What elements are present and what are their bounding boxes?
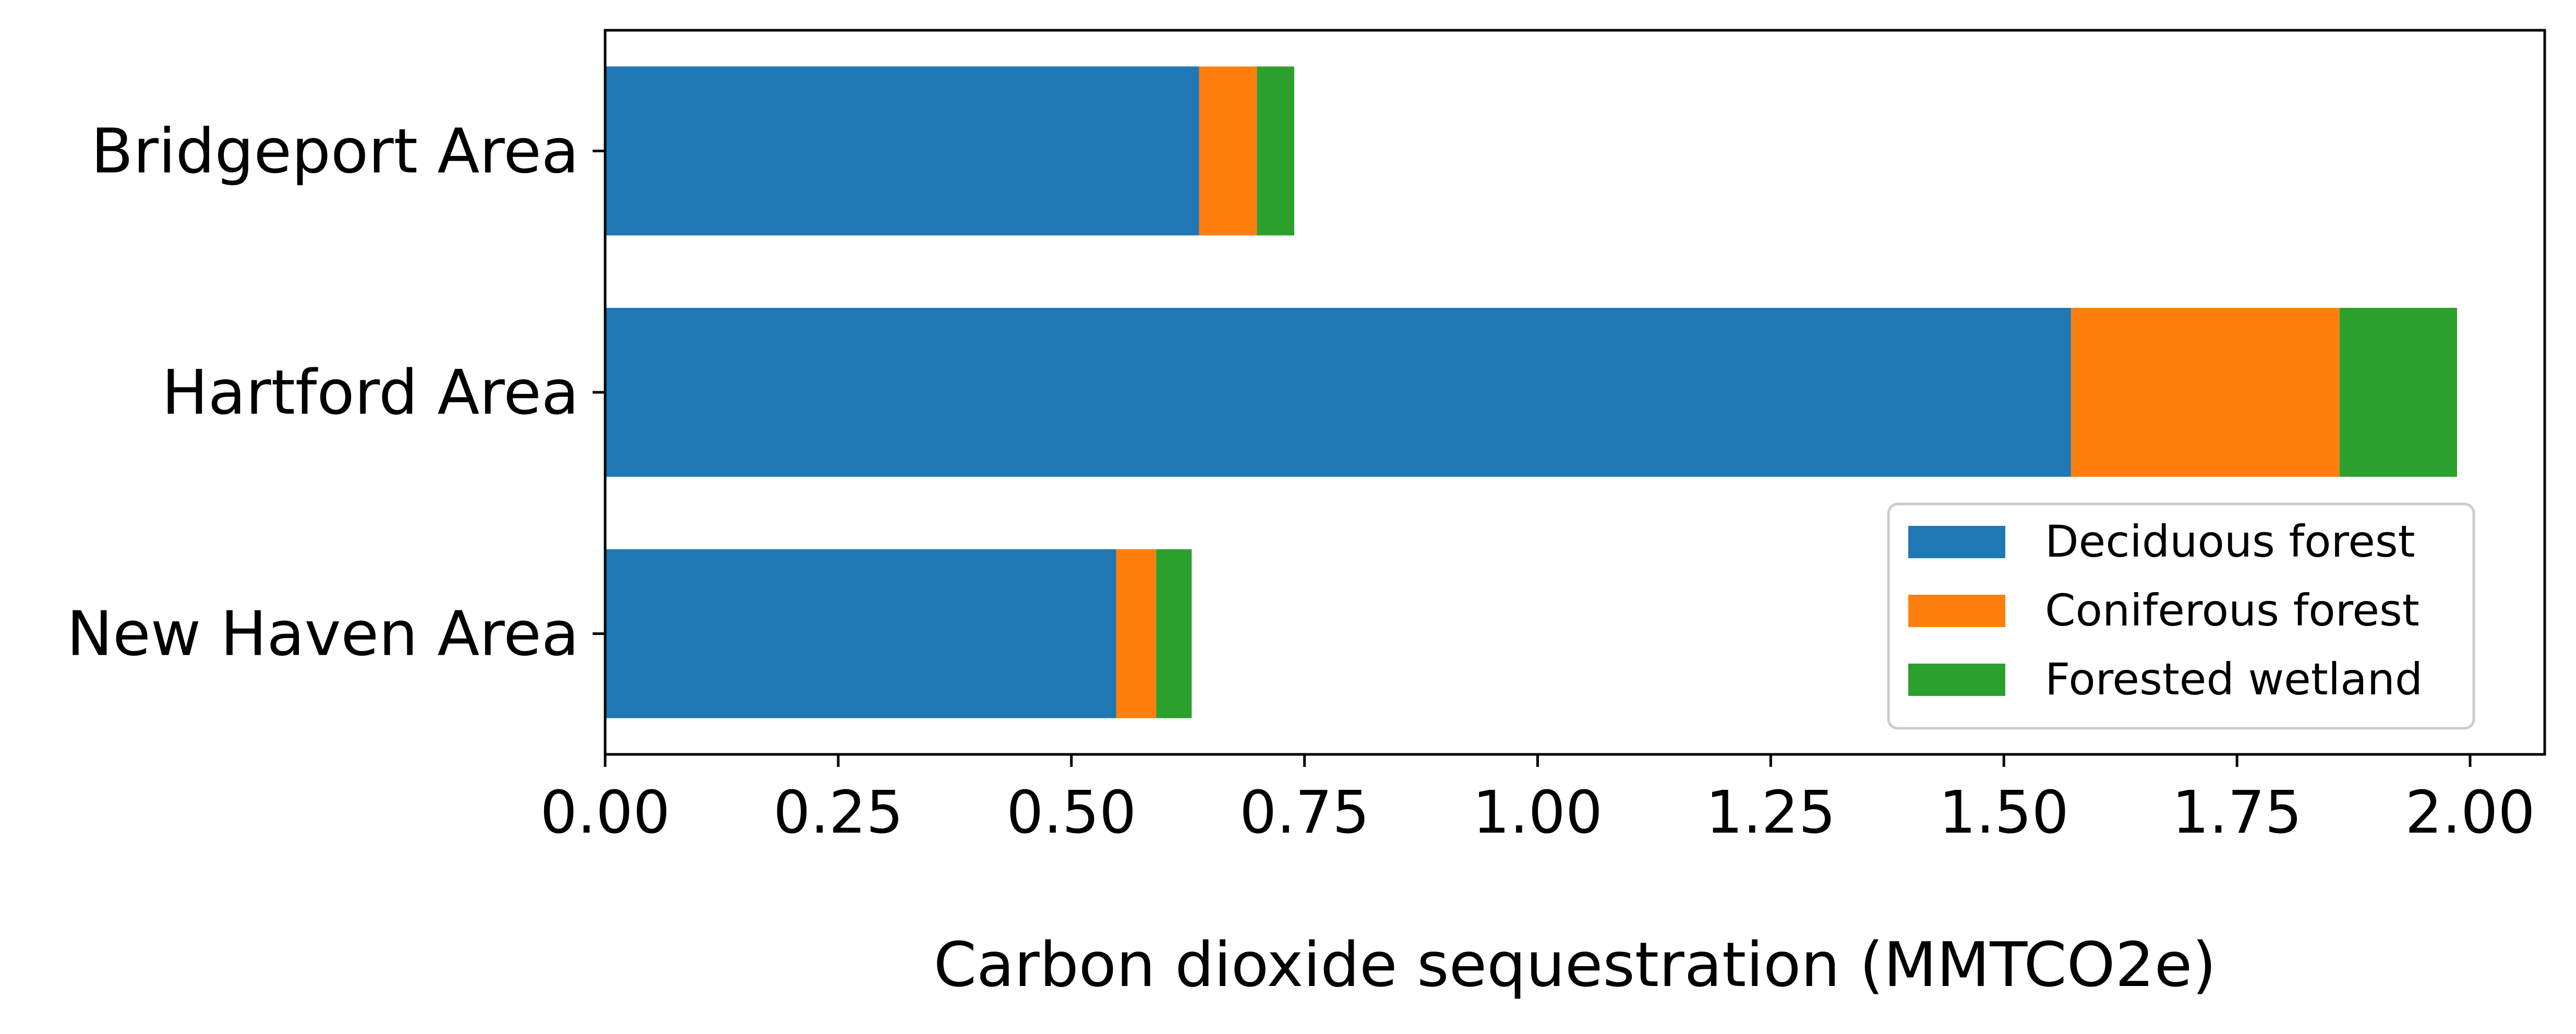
x-tick-label: 1.00 bbox=[1473, 779, 1603, 847]
bar-segment-2-2 bbox=[2071, 308, 2340, 477]
bar-segment-1-2 bbox=[605, 308, 2071, 477]
bar-segment-2-1 bbox=[1199, 66, 1257, 236]
legend-label: Coniferous forest bbox=[2045, 585, 2419, 636]
x-axis-title: Carbon dioxide sequestration (MMTCO2e) bbox=[934, 929, 2217, 1001]
y-axis: Bridgeport Area Hartford Area New Haven Ar… bbox=[67, 115, 605, 670]
y-category-label: Bridgeport Area bbox=[91, 115, 579, 187]
x-tick-label: 0.50 bbox=[1006, 779, 1136, 847]
legend-swatch bbox=[1908, 526, 2005, 558]
bar-segment-3-1 bbox=[1257, 66, 1294, 236]
bar-segment-1-1 bbox=[605, 66, 1199, 236]
y-category-label: Hartford Area bbox=[162, 356, 579, 428]
x-tick-label: 0.25 bbox=[773, 779, 903, 847]
x-tick-label: 1.50 bbox=[1939, 779, 2069, 847]
x-axis: 0.00 0.25 0.50 0.75 1.00 1.25 1.50 1.75 2.00 bbox=[540, 754, 2535, 847]
bar-segment-3-2 bbox=[2339, 308, 2457, 477]
legend-label: Forested wetland bbox=[2045, 654, 2423, 705]
legend-swatch bbox=[1908, 595, 2005, 627]
legend: Deciduous forest Coniferous forest Foreste… bbox=[1887, 502, 2475, 730]
bar-segment-1-3 bbox=[605, 549, 1116, 718]
y-category-label: New Haven Area bbox=[67, 598, 579, 670]
bars-layer bbox=[605, 66, 2457, 718]
legend-swatch bbox=[1908, 664, 2005, 696]
bar-segment-2-3 bbox=[1116, 549, 1157, 718]
x-tick-label: 0.00 bbox=[540, 779, 670, 847]
bar-segment-3-3 bbox=[1156, 549, 1192, 718]
legend-label: Deciduous forest bbox=[2045, 516, 2415, 567]
legend-box bbox=[1887, 502, 2475, 730]
x-tick-label: 0.75 bbox=[1239, 779, 1369, 847]
x-tick-label: 1.25 bbox=[1706, 779, 1836, 847]
x-tick-label: 2.00 bbox=[2405, 779, 2535, 847]
x-tick-label: 1.75 bbox=[2172, 779, 2302, 847]
